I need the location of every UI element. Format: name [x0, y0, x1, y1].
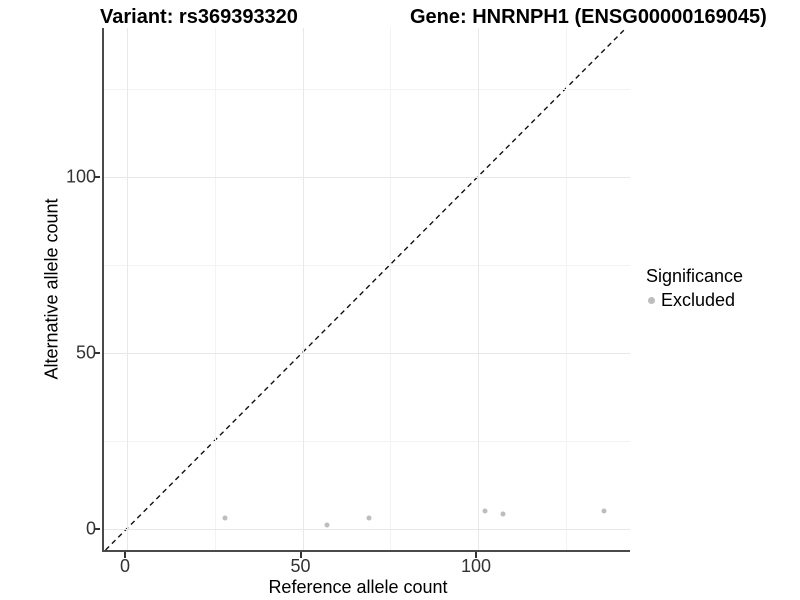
- gridline-x-major: [127, 28, 128, 550]
- plot-panel: [102, 27, 630, 552]
- x-tick-label: 0: [119, 556, 131, 576]
- y-tick-mark: [94, 175, 100, 178]
- gridline-y-minor: [104, 440, 630, 442]
- y-tick-mark: [94, 351, 100, 354]
- data-point: [222, 515, 228, 521]
- legend-item-label: Excluded: [661, 290, 736, 310]
- x-tick-label: 50: [290, 556, 311, 576]
- gridline-y-major: [104, 528, 630, 530]
- x-tick-mark: [475, 552, 477, 558]
- gridline-x-minor: [565, 28, 567, 550]
- y-tick-label: 0: [85, 518, 96, 538]
- gridline-y-minor: [104, 88, 630, 90]
- x-tick-label: 100: [460, 556, 492, 576]
- gridline-y-major: [104, 176, 630, 178]
- legend: Significance Excluded: [646, 266, 743, 311]
- plot-title-gene: Gene: HNRNPH1 (ENSG00000169045): [410, 6, 767, 28]
- identity-line: [105, 27, 627, 551]
- gridline-x-major: [478, 28, 479, 550]
- gridline-y-major: [104, 352, 630, 354]
- legend-title: Significance: [646, 266, 744, 286]
- data-point: [482, 508, 488, 514]
- gridline-x-major: [302, 28, 304, 550]
- gridline-y-minor: [104, 264, 630, 266]
- x-tick-mark: [299, 552, 302, 558]
- gridline-x-minor: [214, 28, 216, 550]
- data-point: [500, 511, 506, 517]
- x-tick-mark: [124, 552, 126, 558]
- y-tick-label: 50: [75, 342, 96, 362]
- y-axis-title: Alternative allele count: [41, 198, 62, 380]
- y-tick-mark: [94, 527, 100, 530]
- x-axis-title: Reference allele count: [268, 577, 448, 597]
- data-point: [366, 515, 372, 521]
- data-point: [324, 522, 330, 528]
- legend-point-icon: [648, 297, 655, 304]
- legend-item-excluded: Excluded: [646, 290, 743, 311]
- gridline-x-minor: [390, 28, 392, 550]
- y-tick-label: 100: [65, 166, 96, 186]
- data-point: [601, 508, 607, 514]
- plot-title-variant: Variant: rs369393320: [100, 6, 298, 28]
